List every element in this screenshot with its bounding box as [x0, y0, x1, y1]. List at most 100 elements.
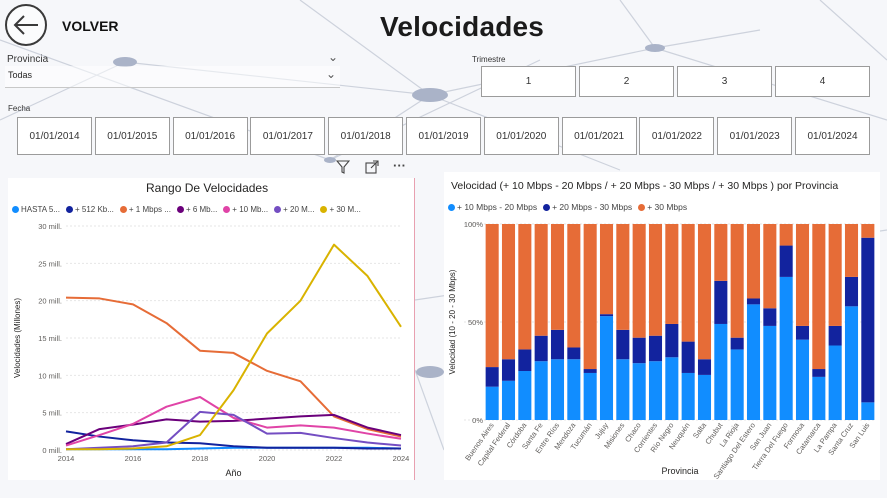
series-line — [65, 395, 402, 447]
fecha-label: Fecha — [8, 104, 31, 113]
bar-segment — [599, 316, 614, 420]
chart-legend: + 10 Mbps - 20 Mbps + 20 Mbps - 30 Mbps + … — [448, 202, 687, 212]
bar-segment — [485, 367, 499, 387]
bar-segment — [599, 314, 614, 317]
bar-segment — [534, 361, 548, 420]
legend-marker — [448, 203, 455, 211]
bar-segment — [632, 224, 646, 338]
bar-segment — [714, 280, 728, 324]
bar-segment — [485, 224, 499, 368]
bar-segment — [518, 349, 532, 371]
y-tick-label: 10 mill. — [38, 371, 62, 380]
legend-item[interactable]: + 20 Mbps - 30 Mbps — [543, 202, 632, 212]
bar-segment — [648, 361, 663, 420]
bar-segment — [681, 372, 695, 420]
series-line — [65, 296, 402, 438]
legend-item[interactable]: + 10 Mb... — [223, 205, 268, 214]
bar-segment — [599, 224, 614, 315]
bar-segment — [567, 347, 581, 360]
focus-mode-icon[interactable] — [365, 160, 379, 177]
legend-item[interactable]: HASTA 5... — [12, 205, 60, 214]
legend-marker — [274, 206, 282, 213]
bar-segment — [665, 357, 679, 420]
fecha-button[interactable]: 01/01/2024 — [795, 117, 870, 155]
bar-segment — [518, 371, 532, 420]
more-options-icon[interactable]: ··· — [393, 158, 406, 173]
legend-marker — [119, 206, 127, 213]
bar-segment — [763, 308, 777, 326]
legend-item[interactable]: + 10 Mbps - 20 Mbps — [448, 202, 537, 212]
chart-legend: HASTA 5... + 512 Kb... + 1 Mbps ... + 6 Mb.… — [12, 205, 361, 214]
fecha-button[interactable]: 01/01/2015 — [94, 117, 170, 155]
legend-label: + 20 Mbps - 30 Mbps — [552, 202, 633, 212]
bar-segment — [697, 359, 712, 375]
x-tick-label: 2018 — [192, 454, 209, 463]
fecha-button[interactable]: 01/01/2022 — [639, 117, 715, 155]
fecha-button[interactable]: 01/01/2020 — [483, 117, 559, 155]
series-line — [65, 413, 402, 445]
arrow-left-icon — [13, 15, 38, 35]
back-arrow-button[interactable] — [5, 4, 47, 46]
bar-segment — [812, 376, 826, 420]
stacked-column-visual[interactable]: Velocidad (+ 10 Mbps - 20 Mbps / + 20 Mb… — [444, 172, 880, 480]
legend-item[interactable]: + 512 Kb... — [65, 205, 114, 214]
filter-icon[interactable] — [335, 160, 351, 177]
provincia-label: Provincia — [7, 54, 49, 65]
legend-marker — [65, 206, 73, 213]
bar-segment — [714, 224, 728, 281]
chevron-down-icon[interactable]: ⌄ — [328, 50, 339, 64]
legend-item[interactable]: + 30 Mbps — [638, 202, 687, 212]
fecha-button[interactable]: 01/01/2019 — [406, 117, 481, 155]
legend-marker — [638, 203, 646, 211]
legend-marker — [12, 206, 19, 213]
bar-segment — [861, 237, 875, 403]
fecha-button[interactable]: 01/01/2023 — [717, 117, 793, 155]
line-chart-visual[interactable]: Rango De Velocidades HASTA 5... + 512 Kb.… — [8, 178, 415, 480]
legend-item[interactable]: + 6 Mb... — [176, 205, 217, 214]
fecha-button[interactable]: 01/01/2016 — [172, 117, 248, 155]
bar-segment — [550, 359, 565, 420]
bar-segment — [583, 224, 597, 370]
y-tick-label: 50% — [468, 318, 483, 327]
bar-segment — [567, 359, 581, 420]
series-line — [66, 243, 402, 451]
page-title: Velocidades — [380, 11, 545, 42]
legend-item[interactable]: + 1 Mbps ... — [119, 205, 171, 214]
legend-marker — [223, 206, 231, 213]
trimestre-button[interactable]: 4 — [775, 66, 870, 97]
bar-segment — [583, 369, 597, 373]
x-tick-label: 2022 — [326, 454, 343, 463]
provincia-dropdown[interactable]: Todas ⌄ — [5, 66, 340, 88]
bar-segment — [746, 304, 761, 420]
chart-title: Rango De Velocidades — [146, 181, 269, 195]
legend-item[interactable]: + 20 M... — [274, 205, 314, 214]
x-tick-label: 2014 — [58, 454, 75, 463]
y-axis-title: Velocidad (10 - 20 - 30 Mbps) — [448, 269, 457, 374]
legend-label: + 20 M... — [283, 205, 315, 214]
back-label[interactable]: VOLVER — [62, 18, 119, 34]
fecha-button[interactable]: 01/01/2021 — [561, 117, 637, 155]
fecha-button[interactable]: 01/01/2014 — [17, 117, 92, 155]
bar-segment — [534, 335, 548, 362]
bar-segment — [730, 337, 744, 350]
bar-segment — [501, 359, 516, 381]
trimestre-button[interactable]: 1 — [481, 66, 576, 97]
provincia-value: Todas — [8, 70, 33, 80]
bar-segment — [648, 335, 663, 362]
bar-segment — [534, 224, 548, 336]
trimestre-button[interactable]: 3 — [677, 66, 772, 97]
legend-label: + 1 Mbps ... — [128, 205, 171, 214]
trimestre-button[interactable]: 2 — [579, 66, 674, 97]
bar-segment — [501, 380, 516, 420]
bar-segment — [828, 224, 842, 326]
legend-item[interactable]: + 30 M... — [320, 205, 361, 214]
bar-segment — [779, 224, 793, 246]
bar-segment — [550, 329, 565, 360]
fecha-button[interactable]: 01/01/2018 — [328, 117, 404, 155]
y-tick-label: 20 mill. — [38, 297, 62, 306]
fecha-button[interactable]: 01/01/2017 — [250, 117, 326, 155]
chart-title: Velocidad (+ 10 Mbps - 20 Mbps / + 20 Mb… — [451, 180, 839, 192]
x-axis-title: Provincia — [661, 466, 698, 476]
bar-segment — [501, 224, 516, 360]
bar-segment — [746, 224, 761, 299]
